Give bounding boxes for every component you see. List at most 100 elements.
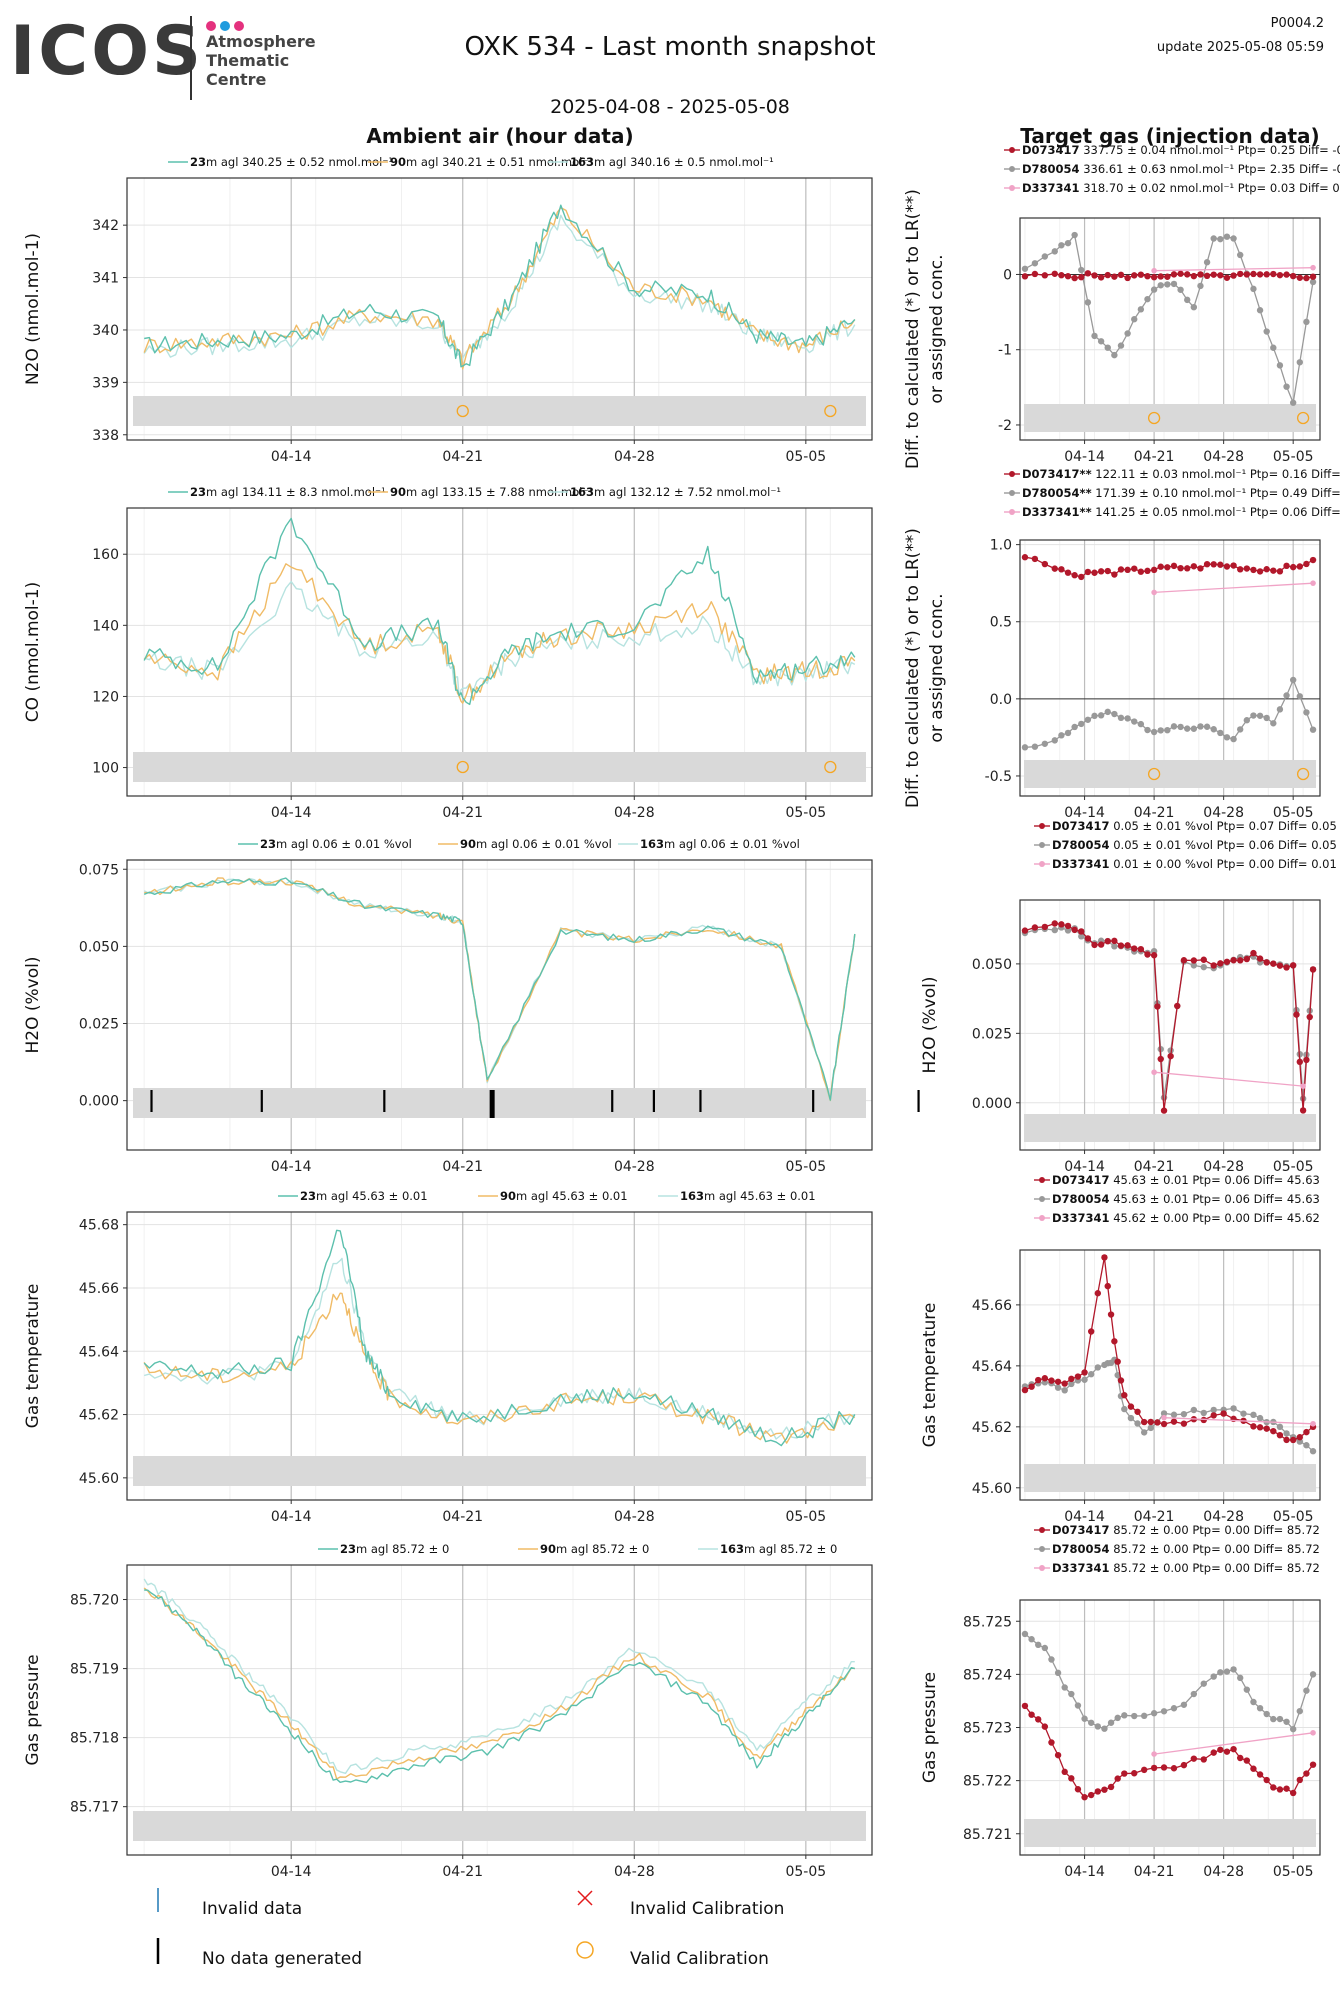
target-point	[1190, 1690, 1198, 1698]
target-point	[1309, 1671, 1317, 1678]
target-point	[1021, 554, 1029, 561]
target-point	[1243, 565, 1251, 572]
update-timestamp: update 2025-05-08 05:59	[1156, 40, 1324, 55]
series-line	[143, 1587, 855, 1780]
right-0-xtick-label: 04-21	[1134, 449, 1175, 465]
right-3-ytick-label: 45.64	[972, 1359, 1012, 1375]
target-point	[1250, 712, 1257, 719]
target-point	[1041, 740, 1049, 747]
legend-label: D073417** 122.11 ± 0.03 nmol.mol⁻¹ Ptp= …	[1022, 467, 1340, 481]
target-point	[1306, 1013, 1313, 1021]
target-point	[1283, 1430, 1290, 1437]
target-point	[1068, 1380, 1075, 1388]
target-point	[1250, 285, 1257, 293]
target-point	[1217, 729, 1224, 737]
left-2-xtick-label: 04-14	[271, 1159, 312, 1175]
target-point	[1236, 566, 1244, 573]
legend-dot	[1039, 861, 1045, 867]
target-point	[1223, 233, 1231, 240]
target-point	[1058, 566, 1065, 573]
right-0-panel: -2 -1 0 04-14 04-21 04-28 05-05 Diff. to calcul…	[903, 143, 1340, 469]
target-point	[1117, 566, 1125, 573]
target-point	[1309, 966, 1317, 973]
target-point	[1217, 960, 1224, 967]
target-point	[1230, 1405, 1237, 1412]
target-point	[1230, 1666, 1237, 1673]
target-point	[1223, 958, 1231, 965]
target-point	[1124, 566, 1131, 574]
target-point	[1309, 1761, 1317, 1768]
target-point	[1064, 729, 1072, 737]
left-3-xtick-label: 04-28	[614, 1509, 655, 1525]
target-point	[1107, 1719, 1115, 1726]
target-point	[1223, 274, 1231, 281]
right-2-xtick-label: 05-05	[1273, 1159, 1314, 1175]
legend-dot	[1039, 1565, 1045, 1571]
right-0-ylabel-line2: or assigned conc.	[927, 254, 947, 403]
target-point	[1160, 1420, 1168, 1428]
legend-label: 23m agl 134.11 ± 8.3 nmol.mol⁻¹	[190, 485, 386, 499]
target-point	[1250, 1411, 1257, 1419]
target-point	[1240, 1410, 1247, 1417]
right-1-ylabel-line2: or assigned conc.	[927, 593, 947, 742]
legend-dot	[1009, 509, 1015, 515]
target-point	[1021, 744, 1029, 751]
valid-calibration-marker	[1147, 767, 1161, 781]
legend-label: 23m agl 0.06 ± 0.01 %vol	[260, 837, 412, 851]
target-point	[1230, 272, 1237, 279]
target-point	[1051, 248, 1058, 255]
target-point	[1058, 272, 1065, 279]
target-line	[1154, 1732, 1314, 1755]
target-point	[1021, 1702, 1029, 1710]
left-1-ytick-label: 160	[92, 547, 119, 563]
target-point	[1170, 1418, 1178, 1425]
target-point	[1217, 561, 1224, 568]
target-point	[1121, 1405, 1128, 1413]
target-point	[1127, 1403, 1135, 1410]
target-point	[1276, 568, 1284, 575]
legend-label: D780054 85.72 ± 0.00 Ptp= 0.00 Diff= 85.…	[1052, 1542, 1320, 1556]
right-2-xtick-label: 04-21	[1134, 1159, 1175, 1175]
target-point	[1131, 945, 1138, 952]
target-line	[1154, 267, 1314, 272]
target-point	[1048, 1739, 1055, 1746]
target-point	[1217, 272, 1224, 279]
target-point	[1270, 1784, 1277, 1791]
right-0-frame	[1019, 217, 1321, 441]
target-point	[1054, 1378, 1062, 1385]
target-point	[1303, 1770, 1310, 1777]
series-line	[144, 1589, 855, 1784]
target-point	[1250, 1423, 1257, 1430]
target-point	[1078, 274, 1085, 281]
target-point	[1303, 709, 1310, 716]
target-point	[1021, 927, 1029, 934]
right-2-xtick-label: 04-28	[1203, 1159, 1244, 1175]
target-point	[1276, 1786, 1284, 1793]
left-0-ytick-label: 339	[92, 375, 119, 391]
left-3-xtick-label: 04-14	[271, 1509, 312, 1525]
valid-calibration-marker	[1296, 767, 1310, 781]
target-point	[1084, 299, 1092, 306]
target-point	[1243, 1757, 1251, 1764]
target-point	[1097, 338, 1105, 345]
target-point	[1144, 272, 1151, 280]
left-3-frame	[126, 1211, 873, 1501]
target-point	[1144, 567, 1151, 575]
target-point	[1310, 1420, 1316, 1427]
target-point	[1223, 563, 1231, 570]
target-point	[1151, 589, 1157, 596]
target-point	[1296, 274, 1304, 281]
right-0-xtick-label: 04-28	[1203, 449, 1244, 465]
series-line	[143, 877, 856, 1101]
target-point	[1078, 720, 1085, 728]
legend-label: D337341 85.72 ± 0.00 Ptp= 0.00 Diff= 85.…	[1052, 1561, 1320, 1575]
target-point	[1276, 1715, 1284, 1723]
date-range: 2025-04-08 - 2025-05-08	[550, 96, 790, 118]
right-4-xtick-label: 04-28	[1203, 1864, 1244, 1880]
target-point	[1190, 563, 1198, 570]
legend-label: 23m agl 340.25 ± 0.52 nmol.mol⁻¹	[190, 155, 393, 169]
legend-dot	[1009, 185, 1015, 191]
target-point	[1210, 271, 1217, 278]
left-3-xtick-label: 04-21	[442, 1509, 483, 1525]
target-point	[1256, 1704, 1264, 1712]
